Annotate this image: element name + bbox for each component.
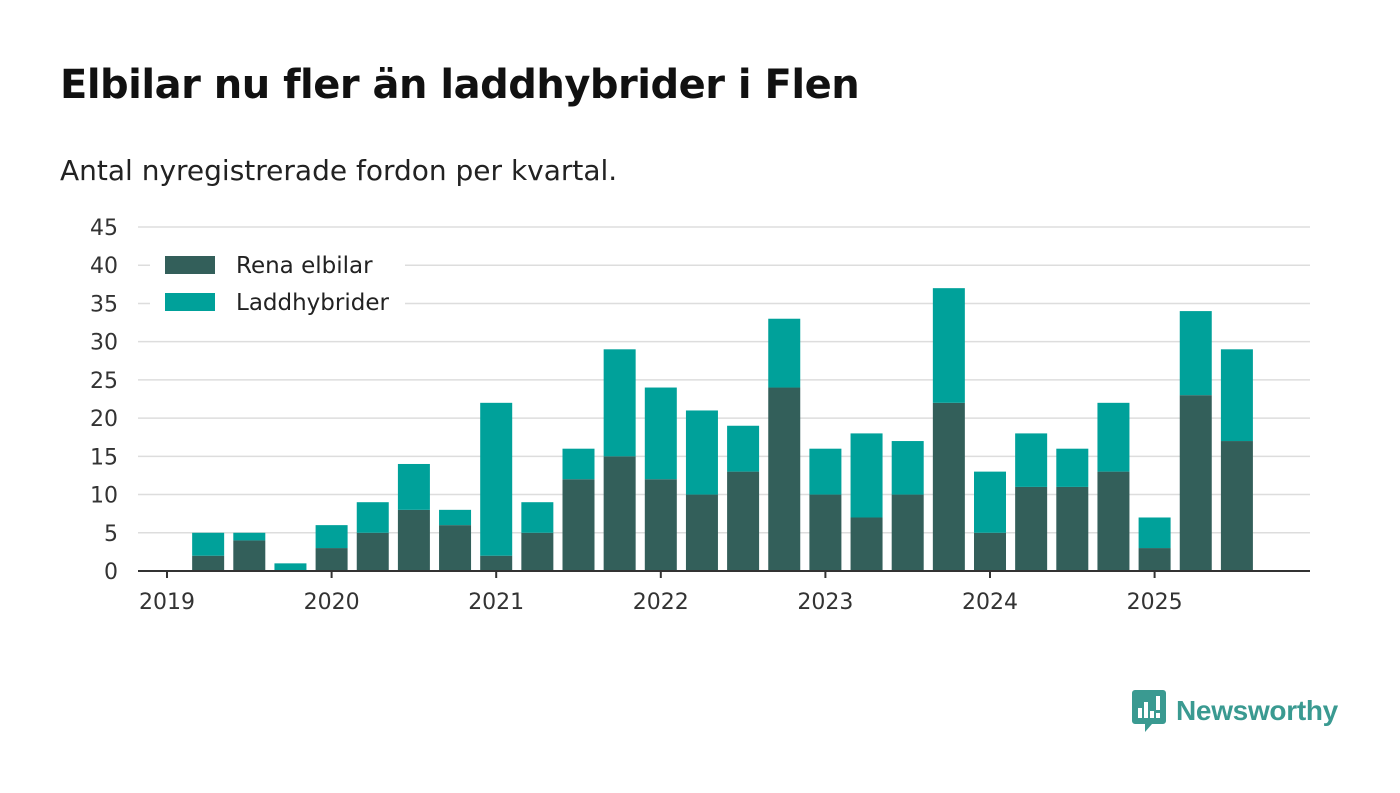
- bar-rena-elbilar: [521, 532, 554, 571]
- bar-rena-elbilar: [974, 532, 1006, 571]
- brand-name: Newsworthy: [1176, 695, 1338, 726]
- bar-laddhybrider: [397, 463, 430, 510]
- bar-rena-elbilar: [233, 540, 266, 571]
- chart-subtitle: Antal nyregistrerade fordon per kvartal.: [60, 154, 618, 187]
- y-tick-label: 45: [90, 216, 118, 241]
- bar-laddhybrider: [768, 318, 801, 388]
- bar-rena-elbilar: [685, 494, 718, 571]
- bar-laddhybrider: [1097, 402, 1130, 472]
- x-tick-label: 2019: [139, 590, 195, 615]
- bar-rena-elbilar: [603, 456, 636, 571]
- bar-laddhybrider: [1179, 311, 1212, 396]
- y-tick-label: 5: [104, 522, 118, 547]
- bar-rena-elbilar: [1138, 548, 1171, 571]
- legend-label-rena-elbilar: Rena elbilar: [236, 253, 373, 279]
- legend-swatch-laddhybrider: [165, 293, 215, 311]
- x-tick-label: 2023: [797, 590, 853, 615]
- bar-rena-elbilar: [562, 479, 595, 571]
- bar-rena-elbilar: [644, 479, 677, 571]
- bar-laddhybrider: [603, 349, 636, 457]
- x-tick-label: 2020: [304, 590, 360, 615]
- bar-rena-elbilar: [727, 471, 760, 571]
- y-tick-label: 35: [90, 292, 118, 317]
- x-tick-label: 2022: [633, 590, 689, 615]
- y-tick-label: 40: [90, 254, 118, 279]
- bar-rena-elbilar: [768, 387, 801, 571]
- bar-laddhybrider: [192, 532, 225, 556]
- bar-laddhybrider: [727, 425, 760, 472]
- y-tick-label: 20: [90, 407, 118, 432]
- bar-laddhybrider: [521, 502, 554, 533]
- bar-rena-elbilar: [480, 555, 513, 571]
- bar-rena-elbilar: [1015, 486, 1048, 571]
- bar-laddhybrider: [1015, 433, 1048, 487]
- bar-laddhybrider: [1220, 349, 1253, 442]
- legend-swatch-rena-elbilar: [165, 256, 215, 274]
- bar-rena-elbilar: [1056, 486, 1089, 571]
- chart-title: Elbilar nu fler än laddhybrider i Flen: [60, 62, 860, 108]
- brand-logo: Newsworthy: [1132, 690, 1338, 732]
- y-tick-label: 10: [90, 484, 118, 509]
- bar-laddhybrider: [315, 525, 348, 549]
- bar-laddhybrider: [685, 410, 718, 495]
- bar-laddhybrider: [274, 563, 307, 571]
- bar-rena-elbilar: [192, 555, 225, 571]
- bar-laddhybrider: [562, 448, 595, 480]
- x-tick-label: 2025: [1127, 590, 1183, 615]
- newsworthy-logo-icon: [1132, 690, 1166, 732]
- bar-rena-elbilar: [439, 525, 472, 571]
- bar-laddhybrider: [480, 402, 513, 556]
- bar-laddhybrider: [809, 448, 842, 495]
- x-tick-label: 2021: [468, 590, 524, 615]
- bar-laddhybrider: [644, 387, 677, 480]
- bar-laddhybrider: [850, 433, 883, 518]
- bar-laddhybrider: [356, 502, 389, 533]
- bar-laddhybrider: [974, 471, 1006, 533]
- bar-rena-elbilar: [1220, 441, 1253, 571]
- bar-rena-elbilar: [397, 509, 430, 571]
- bar-laddhybrider: [932, 288, 965, 403]
- bar-rena-elbilar: [1179, 395, 1212, 571]
- legend-label-laddhybrider: Laddhybrider: [236, 290, 389, 316]
- bar-rena-elbilar: [1097, 471, 1130, 571]
- bar-rena-elbilar: [356, 532, 389, 571]
- y-tick-label: 15: [90, 445, 118, 470]
- bar-rena-elbilar: [315, 548, 348, 571]
- bar-rena-elbilar: [850, 517, 883, 571]
- bar-laddhybrider: [1138, 517, 1171, 549]
- y-tick-label: 0: [104, 560, 118, 585]
- bar-rena-elbilar: [809, 494, 842, 571]
- bar-laddhybrider: [1056, 448, 1089, 487]
- x-tick-label: 2024: [962, 590, 1018, 615]
- y-tick-label: 25: [90, 369, 118, 394]
- bar-rena-elbilar: [932, 402, 965, 571]
- bar-rena-elbilar: [891, 494, 924, 571]
- bar-laddhybrider: [439, 509, 472, 526]
- bar-laddhybrider: [233, 532, 266, 541]
- y-tick-label: 30: [90, 331, 118, 356]
- bar-laddhybrider: [891, 441, 924, 495]
